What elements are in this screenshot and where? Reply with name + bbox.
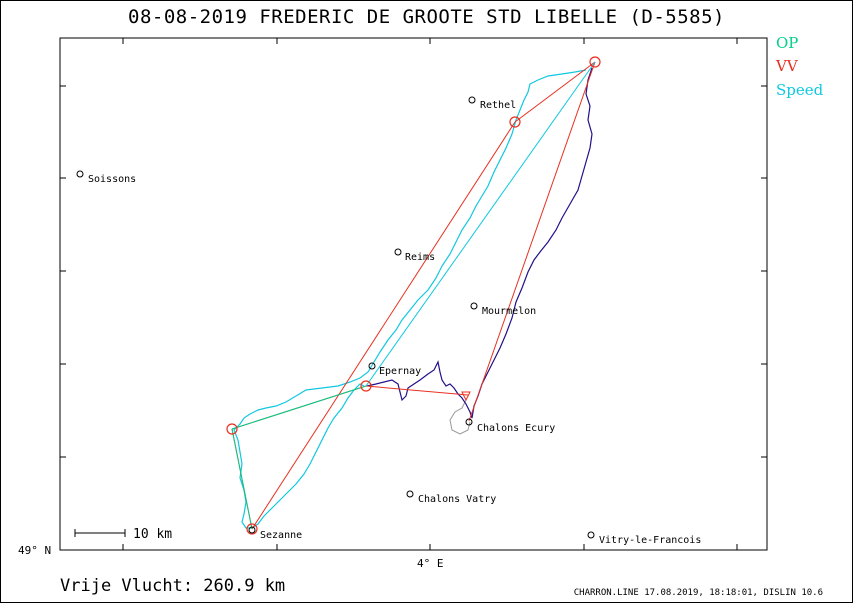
distance-summary: Vrije Vlucht: 260.9 km bbox=[60, 576, 286, 596]
marker-rethel bbox=[468, 96, 476, 104]
place-label-sezanne: Sezanne bbox=[260, 530, 302, 541]
place-label-soissons: Soissons bbox=[88, 174, 136, 185]
turnpoints bbox=[226, 56, 601, 535]
ground-track bbox=[449, 399, 471, 435]
marker-vitry bbox=[587, 531, 595, 539]
marker-soissons bbox=[76, 170, 84, 178]
scale-label: 10 km bbox=[133, 527, 173, 542]
scale-bar bbox=[74, 529, 126, 537]
marker-epernay bbox=[368, 362, 376, 370]
speed-track bbox=[233, 69, 587, 529]
marker-reims bbox=[394, 248, 402, 256]
legend-speed: Speed bbox=[776, 81, 824, 99]
lat-ticks bbox=[60, 85, 767, 551]
task-lines bbox=[231, 61, 596, 530]
legend-op: OP bbox=[776, 34, 799, 52]
place-label-rethel: Rethel bbox=[480, 100, 516, 111]
place-label-epernay: Epernay bbox=[379, 366, 421, 377]
lat-axis-label: 49° N bbox=[18, 544, 52, 557]
lon-ticks bbox=[122, 38, 738, 550]
finish-triangle bbox=[461, 391, 471, 402]
place-label-vitry: Vitry-le-Francois bbox=[599, 535, 701, 546]
place-markers bbox=[76, 96, 595, 539]
lon-axis-label: 4° E bbox=[417, 557, 444, 570]
marker-chalons-vatry bbox=[406, 490, 414, 498]
footer-info: CHARRON.LINE 17.08.2019, 18:18:01, DISLI… bbox=[573, 588, 823, 598]
place-label-chalons-vatry: Chalons Vatry bbox=[418, 494, 496, 505]
map-frame bbox=[59, 37, 768, 551]
place-label-chalons-ecury: Chalons Ecury bbox=[477, 423, 555, 434]
flight-title: 08-08-2019 FREDERIC DE GROOTE STD LIBELL… bbox=[128, 6, 725, 28]
place-label-mourmelon: Mourmelon bbox=[482, 306, 536, 317]
marker-sezanne bbox=[248, 526, 256, 534]
marker-chalons-ecury bbox=[465, 418, 473, 426]
op-lines bbox=[231, 385, 367, 530]
place-label-reims: Reims bbox=[405, 252, 435, 263]
marker-mourmelon bbox=[470, 302, 478, 310]
legend-vv: VV bbox=[776, 57, 798, 75]
op-cyan-line bbox=[365, 61, 596, 387]
